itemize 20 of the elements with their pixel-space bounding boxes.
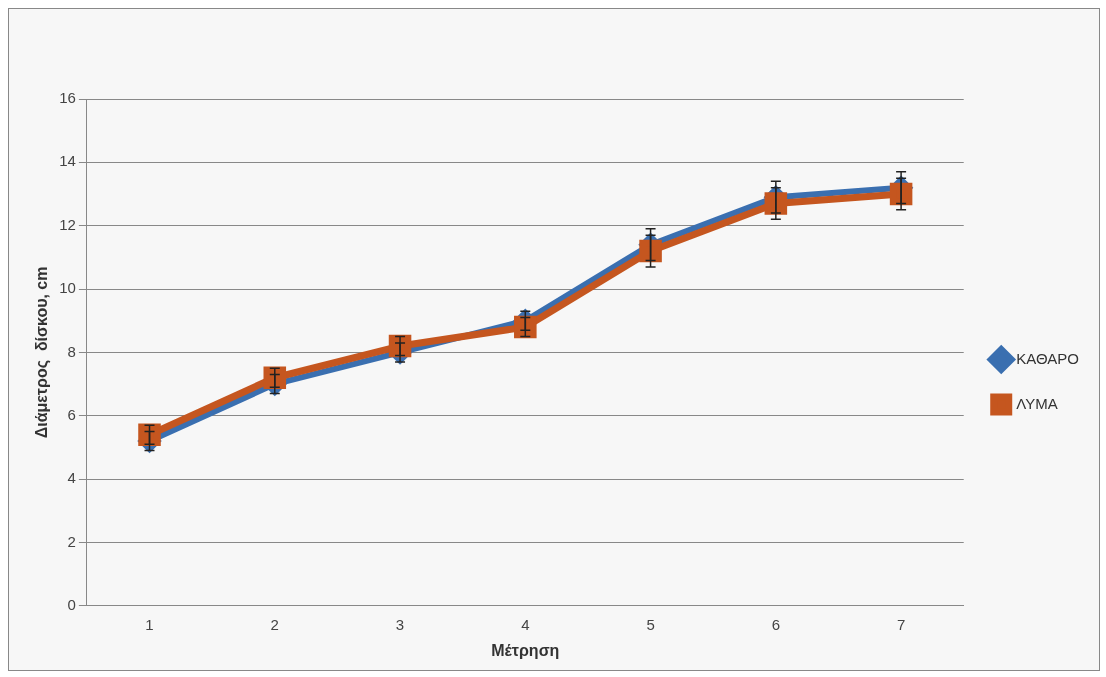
y-tick-label: 10 xyxy=(59,279,76,297)
x-tick-label: 2 xyxy=(270,615,279,633)
y-tick-label: 2 xyxy=(67,532,76,550)
x-tick-label: 7 xyxy=(896,615,906,633)
y-tick-label: 12 xyxy=(59,215,76,233)
y-tick-label: 14 xyxy=(59,152,76,170)
legend-label: ΛΥΜΑ xyxy=(1016,394,1058,412)
x-tick-label: 4 xyxy=(521,615,530,633)
legend-label: ΚΑΘΑΡΟ xyxy=(1016,349,1080,367)
x-tick-label: 1 xyxy=(145,615,154,633)
x-tick-label: 5 xyxy=(646,615,655,633)
y-axis-title: Διάμετρος δίσκου, cm xyxy=(33,266,52,439)
x-tick-label: 6 xyxy=(771,615,781,633)
y-tick-label: 8 xyxy=(67,342,76,360)
y-tick-label: 4 xyxy=(67,469,76,487)
y-tick-label: 6 xyxy=(67,405,76,423)
x-tick-label: 3 xyxy=(395,615,405,633)
y-tick-label: 0 xyxy=(67,595,76,613)
x-axis-title: Μέτρηση xyxy=(491,641,560,659)
y-tick-label: 16 xyxy=(59,89,76,107)
